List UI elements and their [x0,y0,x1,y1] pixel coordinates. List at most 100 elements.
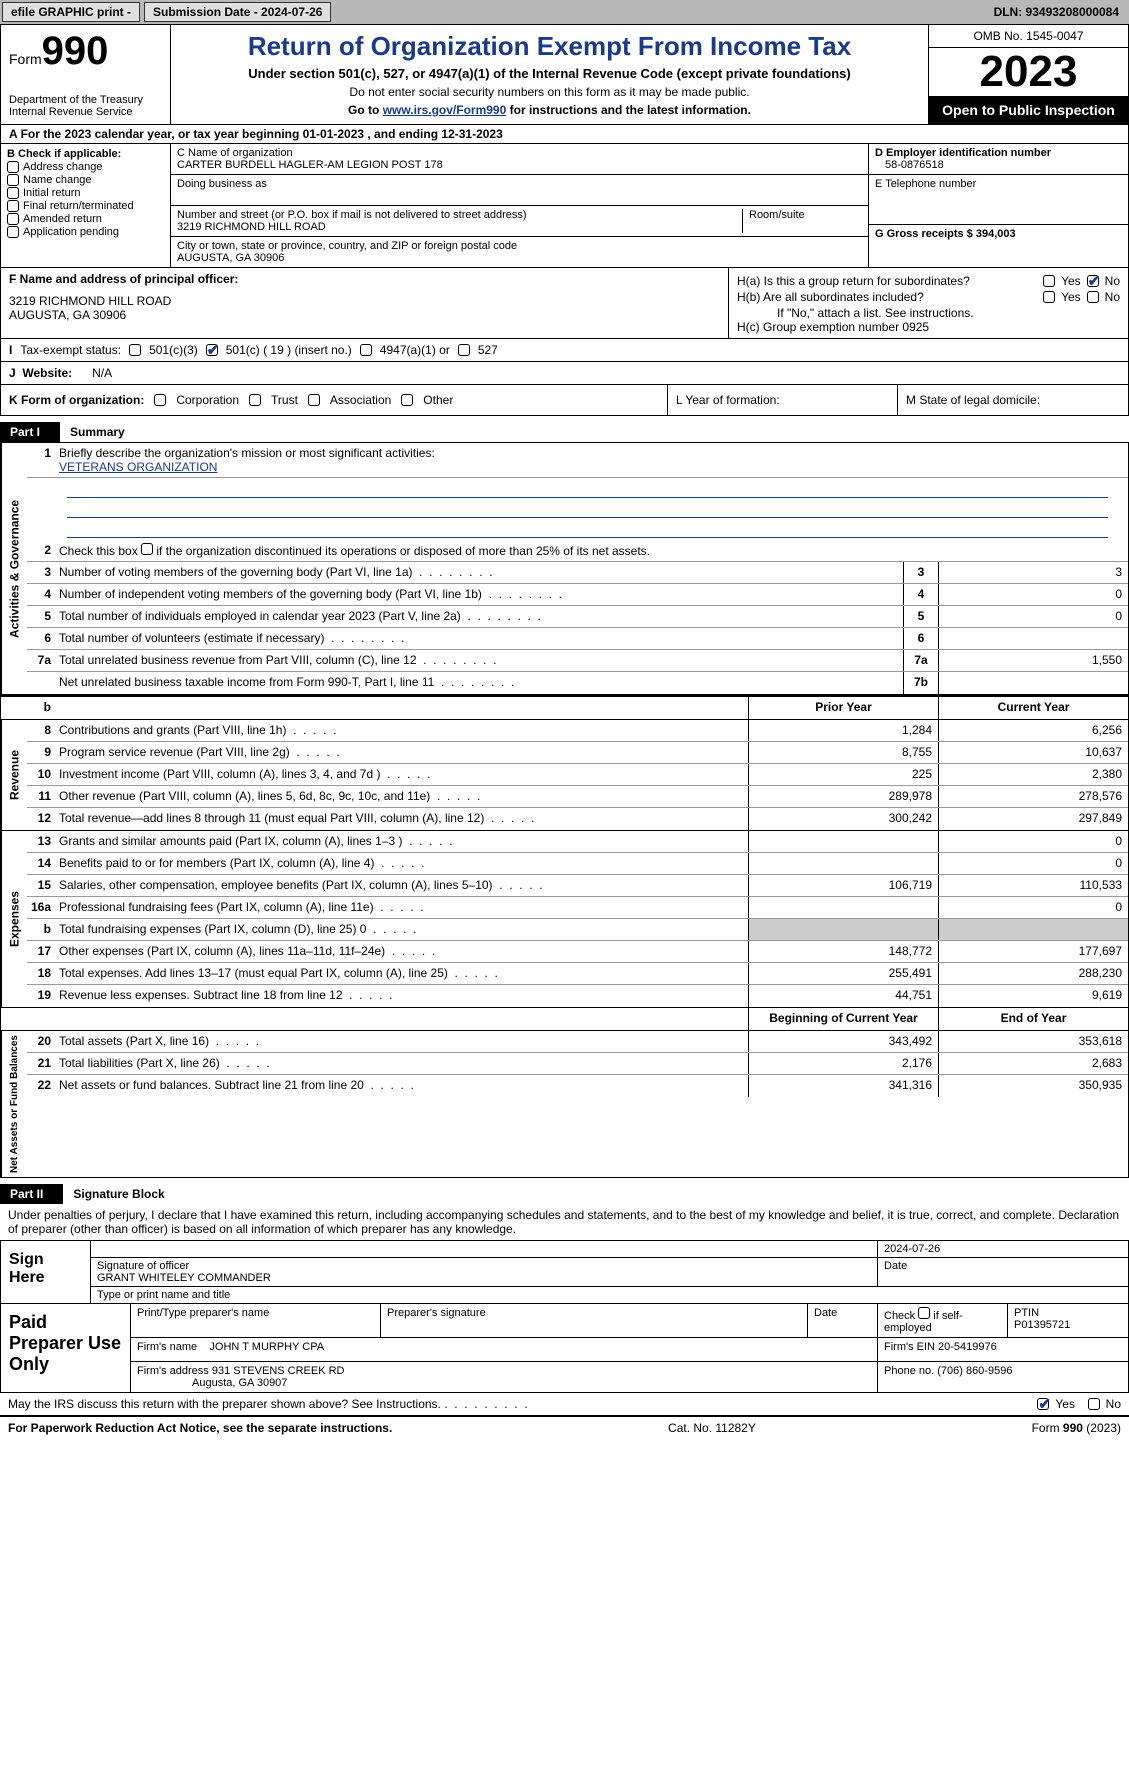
type-name-label: Type or print name and title [91,1287,1128,1303]
officer-addr1: 3219 RICHMOND HILL ROAD [9,294,720,308]
box-b-checkbox[interactable] [7,200,19,212]
summary-line: 17Other expenses (Part IX, column (A), l… [27,941,1128,963]
website-value: N/A [72,366,112,380]
ha-yes-checkbox[interactable] [1043,275,1055,287]
vlabel-net: Net Assets or Fund Balances [1,1031,27,1177]
phone-label: E Telephone number [875,178,1122,190]
trust-checkbox[interactable] [249,394,261,406]
vlabel-revenue: Revenue [1,720,27,830]
website-label: Website: [22,366,72,380]
form-header: Form990 Department of the Treasury Inter… [0,24,1129,125]
part1-box: Activities & Governance 1Briefly describ… [0,442,1129,1178]
officer-label: F Name and address of principal officer: [9,272,720,286]
box-b-item: Application pending [7,226,164,238]
org-name: CARTER BURDELL HAGLER-AM LEGION POST 178 [177,159,862,171]
ein-label: D Employer identification number [875,147,1122,159]
box-b-checkbox[interactable] [7,213,19,225]
box-b-checkbox[interactable] [7,226,19,238]
sign-here-block: Sign Here 2024-07-26 Signature of office… [0,1240,1129,1304]
hc-label: H(c) Group exemption number 0925 [737,320,1120,334]
part2-title: Signature Block [63,1187,164,1201]
tax-year: 2023 [929,48,1128,96]
assoc-checkbox[interactable] [308,394,320,406]
title-sub3: Go to www.irs.gov/Form990 for instructio… [181,103,918,117]
city-label: City or town, state or province, country… [177,240,862,252]
hb-yes-checkbox[interactable] [1043,291,1055,303]
hb-label: H(b) Are all subordinates included? [737,290,924,304]
summary-line: 12Total revenue—add lines 8 through 11 (… [27,808,1128,830]
footer-right: Form 990 (2023) [1032,1421,1121,1435]
summary-line: 6Total number of volunteers (estimate if… [27,628,1128,650]
ha-no-checkbox[interactable] [1087,275,1099,287]
irs-link[interactable]: www.irs.gov/Form990 [383,103,507,117]
summary-line: 5Total number of individuals employed in… [27,606,1128,628]
corp-checkbox[interactable] [154,394,166,406]
part1-title: Summary [60,425,125,439]
ein-value: 58-0876518 [875,159,1122,171]
officer-name: GRANT WHITELEY COMMANDER [97,1272,871,1284]
line2-text: Check this box Check this box if the org… [55,540,1128,561]
year-formation: L Year of formation: [668,385,898,415]
sig-date: 2024-07-26 [884,1243,940,1255]
527-checkbox[interactable] [458,344,470,356]
omb-number: OMB No. 1545-0047 [929,25,1128,48]
part2-header: Part II [0,1184,63,1204]
box-b-item: Amended return [7,213,164,225]
self-emp-checkbox[interactable] [918,1307,930,1319]
summary-line: 11Other revenue (Part VIII, column (A), … [27,786,1128,808]
dept-label: Department of the Treasury Internal Reve… [9,94,162,118]
section-fh: F Name and address of principal officer:… [0,268,1129,339]
city-state-zip: AUGUSTA, GA 30906 [177,252,862,264]
summary-line: 8Contributions and grants (Part VIII, li… [27,720,1128,742]
summary-line: 18Total expenses. Add lines 13–17 (must … [27,963,1128,985]
summary-line: Net unrelated business taxable income fr… [27,672,1128,694]
title-sub1: Under section 501(c), 527, or 4947(a)(1)… [181,66,918,81]
declaration-text: Under penalties of perjury, I declare th… [0,1204,1129,1240]
topbar: efile GRAPHIC print - Submission Date - … [0,0,1129,24]
street-address: 3219 RICHMOND HILL ROAD [177,221,742,233]
prep-sig-label: Preparer's signature [381,1304,808,1337]
summary-line: 19Revenue less expenses. Subtract line 1… [27,985,1128,1007]
501c-checkbox[interactable] [206,344,218,356]
summary-line: 15Salaries, other compensation, employee… [27,875,1128,897]
firm-addr-label: Firm's address [137,1365,209,1377]
section-i: I Tax-exempt status: 501(c)(3) 501(c) ( … [0,339,1129,362]
form-number: 990 [42,29,109,73]
efile-button[interactable]: efile GRAPHIC print - [2,2,140,22]
inspection-badge: Open to Public Inspection [929,96,1128,124]
dln: DLN: 93493208000084 [994,5,1127,19]
summary-line: 9Program service revenue (Part VIII, lin… [27,742,1128,764]
discuss-no-checkbox[interactable] [1088,1398,1100,1410]
discuss-yes-checkbox[interactable] [1037,1398,1049,1410]
room-label: Room/suite [742,209,862,233]
line2-checkbox[interactable] [141,543,153,555]
4947-checkbox[interactable] [360,344,372,356]
current-year-header: Current Year [938,697,1128,719]
box-b-checkbox[interactable] [7,187,19,199]
paid-preparer-block: Paid Preparer Use Only Print/Type prepar… [0,1304,1129,1393]
501c3-checkbox[interactable] [129,344,141,356]
ptin-value: P01395721 [1014,1319,1122,1331]
box-b-item: Name change [7,174,164,186]
summary-line: 13Grants and similar amounts paid (Part … [27,831,1128,853]
date-label: Date [878,1258,1128,1286]
summary-line: 14Benefits paid to or for members (Part … [27,853,1128,875]
footer-mid: Cat. No. 11282Y [668,1421,756,1435]
box-b-checkbox[interactable] [7,174,19,186]
gross-receipts: G Gross receipts $ 394,003 [875,228,1122,240]
hb-no-checkbox[interactable] [1087,291,1099,303]
ha-label: H(a) Is this a group return for subordin… [737,274,970,288]
section-klm: K Form of organization: Corporation Trus… [0,385,1129,416]
firm-addr1: 931 STEVENS CREEK RD [212,1365,345,1377]
summary-line: 20Total assets (Part X, line 16) . . . .… [27,1031,1128,1053]
end-year-header: End of Year [938,1008,1128,1030]
box-b-checkbox[interactable] [7,161,19,173]
submission-date: Submission Date - 2024-07-26 [144,2,331,22]
state-domicile: M State of legal domicile: [898,385,1128,415]
sig-officer-label: Signature of officer [97,1260,871,1272]
other-checkbox[interactable] [401,394,413,406]
firm-name: JOHN T MURPHY CPA [209,1341,324,1353]
summary-line: 4Number of independent voting members of… [27,584,1128,606]
summary-line: bTotal fundraising expenses (Part IX, co… [27,919,1128,941]
box-b-item: Final return/terminated [7,200,164,212]
